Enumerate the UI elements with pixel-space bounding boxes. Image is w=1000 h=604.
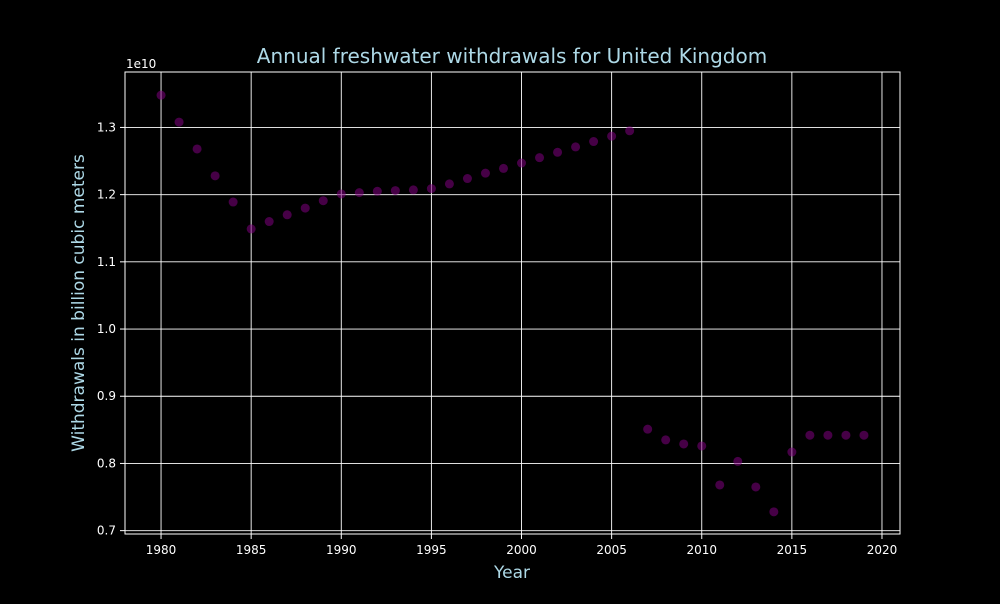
x-axis-label: Year [493, 563, 530, 583]
y-tick-label: 1.0 [97, 322, 116, 336]
data-point [625, 126, 635, 136]
data-point [607, 131, 617, 141]
x-tick-label: 1980 [146, 543, 177, 557]
y-tick-label: 1.3 [97, 120, 116, 134]
data-point [498, 163, 508, 173]
y-tick-label: 1.1 [97, 255, 116, 269]
y-axis-label: Withdrawals in billion cubic meters [69, 154, 89, 452]
data-point [264, 217, 274, 227]
data-point [841, 430, 851, 440]
data-point [715, 480, 725, 490]
data-point [697, 441, 707, 451]
data-points [156, 90, 869, 517]
x-tick-label: 2010 [686, 543, 717, 557]
data-point [679, 439, 689, 449]
data-point [733, 456, 743, 466]
y-tick-label: 0.8 [97, 456, 116, 470]
data-point [390, 186, 400, 196]
data-point [589, 137, 599, 147]
data-point [246, 224, 256, 234]
data-point [805, 430, 815, 440]
data-point [282, 210, 292, 220]
x-tick-label: 2015 [777, 543, 808, 557]
data-point [210, 171, 220, 181]
data-point [174, 117, 184, 127]
data-point [336, 189, 346, 199]
data-point [300, 203, 310, 213]
x-tick-label: 2000 [506, 543, 537, 557]
data-point [318, 196, 328, 206]
data-point [192, 144, 202, 154]
data-point [354, 188, 364, 198]
data-point [661, 435, 671, 445]
data-point [643, 424, 653, 434]
x-tick-label: 2020 [867, 543, 898, 557]
data-point [517, 158, 527, 168]
x-tick-label: 1985 [236, 543, 267, 557]
grid-layer [125, 72, 900, 534]
x-tick-label: 2005 [596, 543, 627, 557]
data-point [156, 90, 166, 100]
data-point [426, 184, 436, 194]
data-point [553, 147, 563, 157]
y-tick-label: 0.7 [97, 524, 116, 538]
plot-area-frame [124, 71, 901, 535]
data-point [859, 430, 869, 440]
data-point [444, 179, 454, 189]
data-point [228, 197, 238, 207]
data-point [372, 186, 382, 196]
data-point [769, 507, 779, 517]
tick-layer: 1980 1985 1990 1995 2000 2005 2010 2015 2020 0.7 0… [97, 120, 897, 557]
y-axis-offset-label: 1e10 [126, 57, 156, 71]
data-point [535, 153, 545, 163]
data-point [462, 174, 472, 184]
data-point [751, 482, 761, 492]
data-point [823, 430, 833, 440]
data-point [787, 447, 797, 457]
chart-title: Annual freshwater withdrawals for United… [257, 44, 767, 68]
data-point [480, 168, 490, 178]
x-tick-label: 1995 [416, 543, 447, 557]
x-tick-label: 1990 [326, 543, 357, 557]
data-point [571, 142, 581, 152]
y-tick-label: 0.9 [97, 389, 116, 403]
data-point [408, 185, 418, 195]
y-tick-label: 1.2 [97, 188, 116, 202]
